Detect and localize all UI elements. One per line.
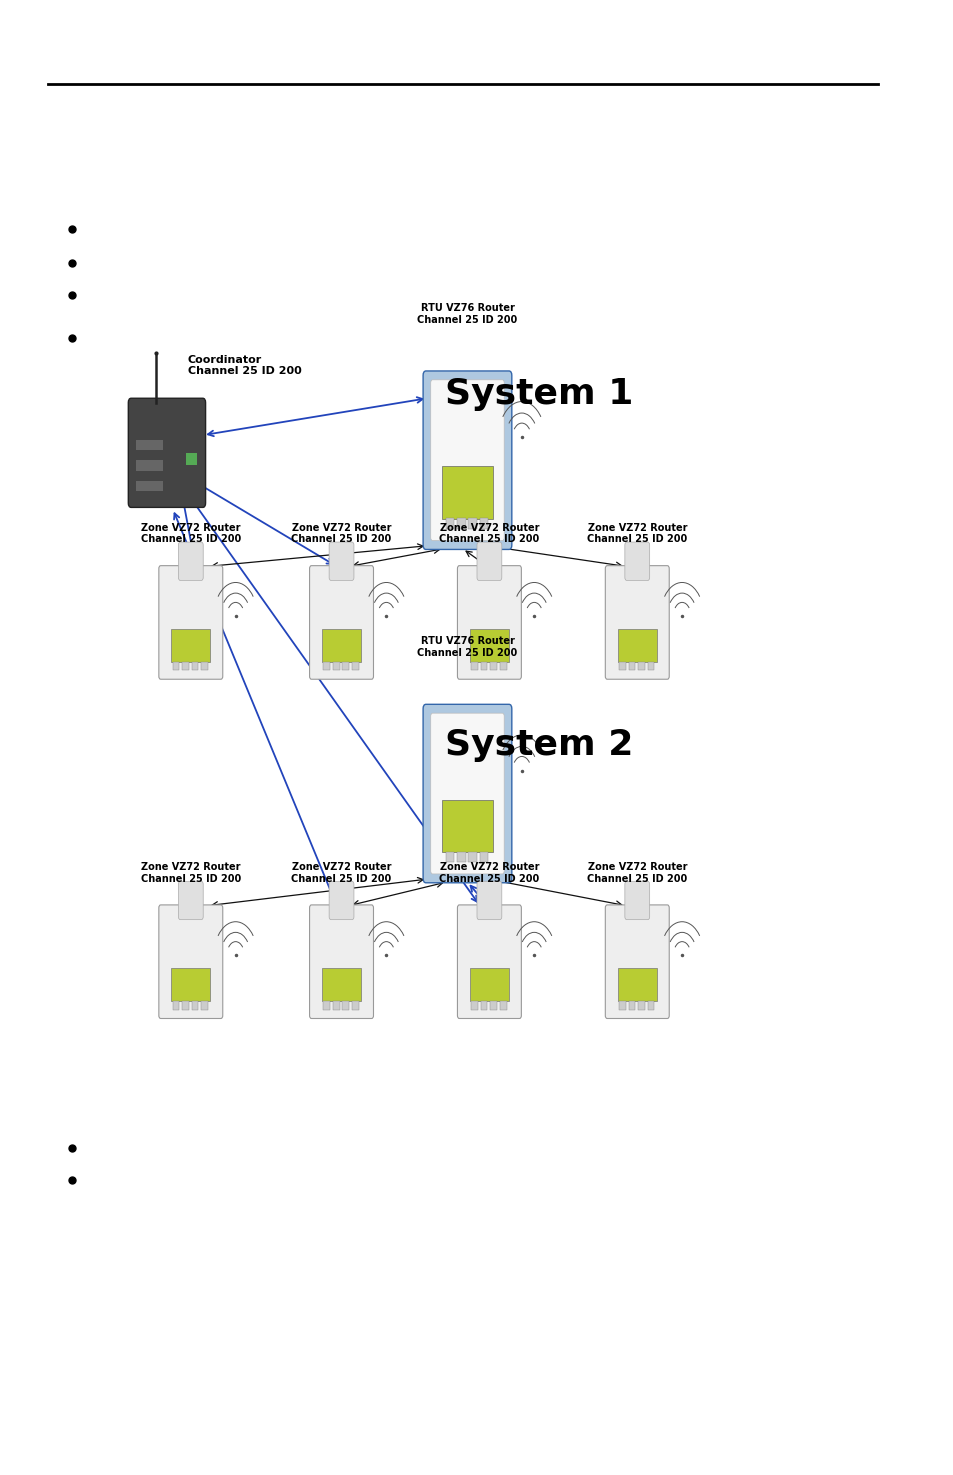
FancyBboxPatch shape	[457, 904, 520, 1018]
FancyBboxPatch shape	[624, 881, 649, 920]
FancyBboxPatch shape	[638, 1000, 644, 1009]
FancyBboxPatch shape	[172, 661, 179, 670]
FancyBboxPatch shape	[178, 543, 203, 581]
FancyBboxPatch shape	[329, 543, 354, 581]
FancyBboxPatch shape	[480, 661, 487, 670]
FancyBboxPatch shape	[323, 1000, 330, 1009]
FancyBboxPatch shape	[468, 851, 476, 861]
Text: Zone VZ72 Router
Channel 25 ID 200: Zone VZ72 Router Channel 25 ID 200	[438, 861, 539, 884]
FancyBboxPatch shape	[192, 661, 198, 670]
FancyBboxPatch shape	[171, 628, 211, 662]
FancyBboxPatch shape	[499, 1000, 506, 1009]
FancyBboxPatch shape	[647, 1000, 654, 1009]
FancyBboxPatch shape	[445, 851, 454, 861]
FancyBboxPatch shape	[172, 1000, 179, 1009]
FancyBboxPatch shape	[185, 453, 197, 465]
FancyBboxPatch shape	[476, 881, 501, 920]
FancyBboxPatch shape	[618, 1000, 625, 1009]
FancyBboxPatch shape	[422, 704, 511, 882]
FancyBboxPatch shape	[178, 881, 203, 920]
FancyBboxPatch shape	[342, 661, 349, 670]
FancyBboxPatch shape	[201, 1000, 208, 1009]
Text: RTU VZ76 Router
Channel 25 ID 200: RTU VZ76 Router Channel 25 ID 200	[416, 636, 517, 658]
Text: RTU VZ76 Router
Channel 25 ID 200: RTU VZ76 Router Channel 25 ID 200	[416, 302, 517, 324]
FancyBboxPatch shape	[430, 379, 503, 541]
FancyBboxPatch shape	[628, 1000, 635, 1009]
FancyBboxPatch shape	[333, 661, 339, 670]
FancyBboxPatch shape	[309, 566, 374, 678]
FancyBboxPatch shape	[135, 440, 163, 450]
FancyBboxPatch shape	[171, 968, 211, 1002]
FancyBboxPatch shape	[479, 851, 488, 861]
FancyBboxPatch shape	[192, 1000, 198, 1009]
FancyBboxPatch shape	[469, 628, 509, 662]
FancyBboxPatch shape	[441, 799, 493, 853]
FancyBboxPatch shape	[135, 460, 163, 471]
FancyBboxPatch shape	[182, 661, 189, 670]
FancyBboxPatch shape	[456, 851, 465, 861]
FancyBboxPatch shape	[490, 1000, 497, 1009]
FancyBboxPatch shape	[158, 566, 222, 678]
FancyBboxPatch shape	[201, 661, 208, 670]
FancyBboxPatch shape	[321, 968, 361, 1002]
FancyBboxPatch shape	[445, 519, 454, 528]
Text: Zone VZ72 Router
Channel 25 ID 200: Zone VZ72 Router Channel 25 ID 200	[291, 522, 392, 544]
FancyBboxPatch shape	[605, 904, 668, 1018]
Text: Zone VZ72 Router
Channel 25 ID 200: Zone VZ72 Router Channel 25 ID 200	[140, 861, 241, 884]
FancyBboxPatch shape	[422, 372, 511, 550]
FancyBboxPatch shape	[321, 628, 361, 662]
Text: Zone VZ72 Router
Channel 25 ID 200: Zone VZ72 Router Channel 25 ID 200	[586, 522, 687, 544]
FancyBboxPatch shape	[468, 519, 476, 528]
FancyBboxPatch shape	[617, 628, 657, 662]
FancyBboxPatch shape	[309, 904, 374, 1018]
FancyBboxPatch shape	[638, 661, 644, 670]
FancyBboxPatch shape	[352, 1000, 358, 1009]
FancyBboxPatch shape	[323, 661, 330, 670]
FancyBboxPatch shape	[430, 712, 503, 873]
FancyBboxPatch shape	[499, 661, 506, 670]
Text: Zone VZ72 Router
Channel 25 ID 200: Zone VZ72 Router Channel 25 ID 200	[291, 861, 392, 884]
FancyBboxPatch shape	[618, 661, 625, 670]
FancyBboxPatch shape	[329, 881, 354, 920]
FancyBboxPatch shape	[476, 543, 501, 581]
FancyBboxPatch shape	[479, 519, 488, 528]
Text: Coordinator
Channel 25 ID 200: Coordinator Channel 25 ID 200	[188, 354, 301, 376]
FancyBboxPatch shape	[441, 466, 493, 519]
FancyBboxPatch shape	[624, 543, 649, 581]
FancyBboxPatch shape	[342, 1000, 349, 1009]
Text: System 2: System 2	[444, 727, 633, 763]
Text: Zone VZ72 Router
Channel 25 ID 200: Zone VZ72 Router Channel 25 ID 200	[140, 522, 241, 544]
FancyBboxPatch shape	[605, 566, 668, 678]
Text: System 1: System 1	[444, 376, 633, 412]
FancyBboxPatch shape	[135, 481, 163, 491]
FancyBboxPatch shape	[457, 566, 520, 678]
FancyBboxPatch shape	[128, 398, 205, 507]
FancyBboxPatch shape	[471, 1000, 477, 1009]
FancyBboxPatch shape	[490, 661, 497, 670]
Text: Zone VZ72 Router
Channel 25 ID 200: Zone VZ72 Router Channel 25 ID 200	[438, 522, 539, 544]
FancyBboxPatch shape	[456, 519, 465, 528]
FancyBboxPatch shape	[469, 968, 509, 1002]
FancyBboxPatch shape	[158, 904, 222, 1018]
FancyBboxPatch shape	[471, 661, 477, 670]
FancyBboxPatch shape	[617, 968, 657, 1002]
FancyBboxPatch shape	[182, 1000, 189, 1009]
FancyBboxPatch shape	[352, 661, 358, 670]
FancyBboxPatch shape	[628, 661, 635, 670]
FancyBboxPatch shape	[647, 661, 654, 670]
FancyBboxPatch shape	[480, 1000, 487, 1009]
Text: Zone VZ72 Router
Channel 25 ID 200: Zone VZ72 Router Channel 25 ID 200	[586, 861, 687, 884]
FancyBboxPatch shape	[333, 1000, 339, 1009]
